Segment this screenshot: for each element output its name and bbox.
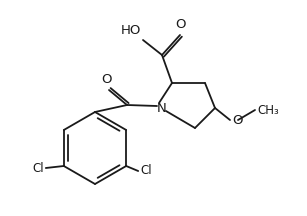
Text: Cl: Cl	[32, 162, 44, 175]
Text: Cl: Cl	[140, 165, 152, 178]
Text: CH₃: CH₃	[257, 103, 279, 116]
Text: HO: HO	[121, 24, 141, 37]
Text: N: N	[157, 102, 167, 114]
Text: O: O	[176, 18, 186, 31]
Text: O: O	[102, 73, 112, 86]
Text: O: O	[232, 113, 243, 127]
